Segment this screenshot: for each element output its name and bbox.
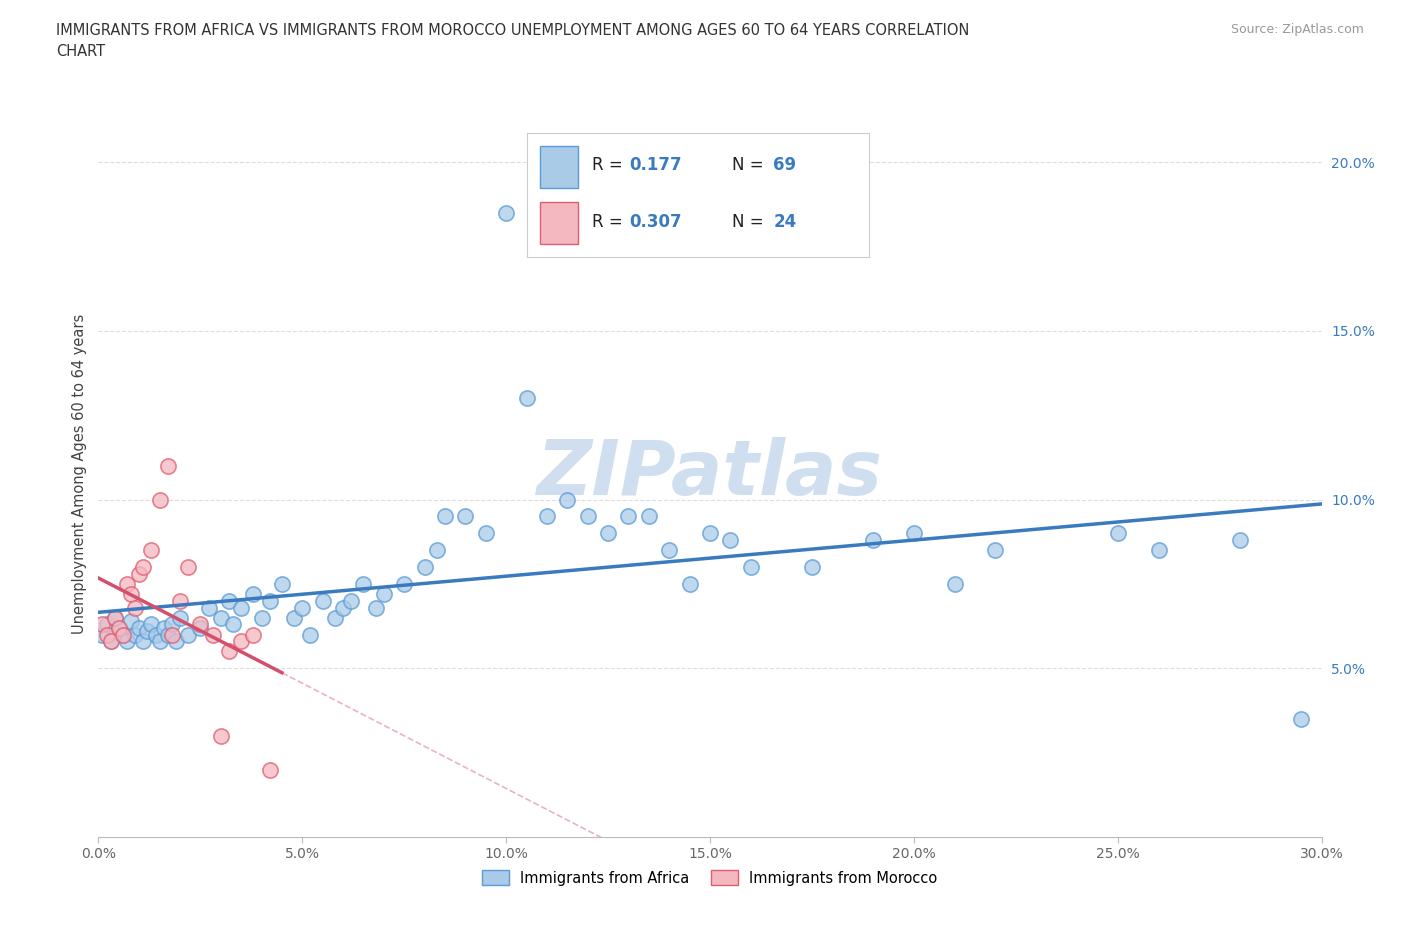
- Point: [1147, 543, 1170, 558]
- Point: [495, 206, 517, 220]
- Point: [96, 627, 118, 642]
- Point: [426, 543, 449, 558]
- Point: [1107, 525, 1129, 540]
- Point: [169, 593, 191, 608]
- Point: [862, 533, 884, 548]
- Point: [111, 627, 134, 642]
- Point: [312, 593, 335, 608]
- Point: [104, 610, 127, 625]
- Point: [434, 509, 457, 524]
- Point: [536, 509, 558, 524]
- Y-axis label: Unemployment Among Ages 60 to 64 years: Unemployment Among Ages 60 to 64 years: [72, 314, 87, 634]
- Point: [283, 610, 305, 625]
- Point: [152, 620, 174, 635]
- Point: [209, 610, 232, 625]
- Text: Source: ZipAtlas.com: Source: ZipAtlas.com: [1230, 23, 1364, 36]
- Point: [637, 509, 661, 524]
- Point: [259, 593, 281, 608]
- Point: [128, 566, 150, 581]
- Point: [128, 620, 150, 635]
- Point: [188, 620, 212, 635]
- Point: [120, 587, 142, 602]
- Point: [598, 525, 620, 540]
- Point: [332, 600, 354, 615]
- Point: [141, 617, 163, 631]
- Point: [299, 627, 322, 642]
- Point: [108, 620, 131, 635]
- Point: [115, 634, 138, 649]
- Point: [364, 600, 387, 615]
- Point: [699, 525, 721, 540]
- Point: [413, 560, 436, 575]
- Point: [111, 627, 134, 642]
- Point: [132, 634, 155, 649]
- Point: [516, 391, 538, 405]
- Point: [340, 593, 363, 608]
- Point: [323, 610, 346, 625]
- Point: [231, 634, 253, 649]
- Point: [91, 627, 114, 642]
- Point: [259, 762, 281, 777]
- Point: [352, 577, 374, 591]
- Point: [679, 577, 702, 591]
- Legend: Immigrants from Africa, Immigrants from Morocco: Immigrants from Africa, Immigrants from …: [477, 864, 943, 891]
- Point: [156, 458, 179, 473]
- Point: [177, 560, 200, 575]
- Point: [145, 627, 167, 642]
- Point: [242, 587, 264, 602]
- Point: [96, 617, 118, 631]
- Point: [1229, 533, 1251, 548]
- Point: [801, 560, 824, 575]
- Point: [218, 593, 240, 608]
- Point: [392, 577, 416, 591]
- Point: [474, 525, 498, 540]
- Point: [115, 577, 138, 591]
- Point: [291, 600, 314, 615]
- Point: [555, 492, 579, 507]
- Point: [160, 627, 183, 642]
- Point: [100, 634, 122, 649]
- Point: [160, 617, 183, 631]
- Text: CHART: CHART: [56, 44, 105, 59]
- Point: [617, 509, 640, 524]
- Point: [250, 610, 273, 625]
- Point: [149, 634, 172, 649]
- Point: [1291, 711, 1313, 726]
- Point: [188, 617, 212, 631]
- Point: [576, 509, 599, 524]
- Point: [169, 610, 191, 625]
- Point: [177, 627, 200, 642]
- Point: [658, 543, 681, 558]
- Point: [149, 492, 172, 507]
- Point: [124, 600, 146, 615]
- Point: [718, 533, 742, 548]
- Point: [165, 634, 187, 649]
- Point: [984, 543, 1007, 558]
- Point: [91, 617, 114, 631]
- Point: [156, 627, 179, 642]
- Text: ZIPatlas: ZIPatlas: [537, 437, 883, 512]
- Point: [197, 600, 219, 615]
- Point: [104, 610, 127, 625]
- Point: [120, 614, 142, 629]
- Point: [132, 560, 155, 575]
- Point: [124, 627, 146, 642]
- Point: [943, 577, 966, 591]
- Point: [136, 624, 159, 639]
- Point: [201, 627, 224, 642]
- Point: [740, 560, 762, 575]
- Text: IMMIGRANTS FROM AFRICA VS IMMIGRANTS FROM MOROCCO UNEMPLOYMENT AMONG AGES 60 TO : IMMIGRANTS FROM AFRICA VS IMMIGRANTS FRO…: [56, 23, 970, 38]
- Point: [209, 728, 232, 743]
- Point: [108, 620, 131, 635]
- Point: [270, 577, 294, 591]
- Point: [222, 617, 245, 631]
- Point: [218, 644, 240, 658]
- Point: [231, 600, 253, 615]
- Point: [454, 509, 477, 524]
- Point: [100, 634, 122, 649]
- Point: [903, 525, 925, 540]
- Point: [242, 627, 264, 642]
- Point: [373, 587, 395, 602]
- Point: [141, 543, 163, 558]
